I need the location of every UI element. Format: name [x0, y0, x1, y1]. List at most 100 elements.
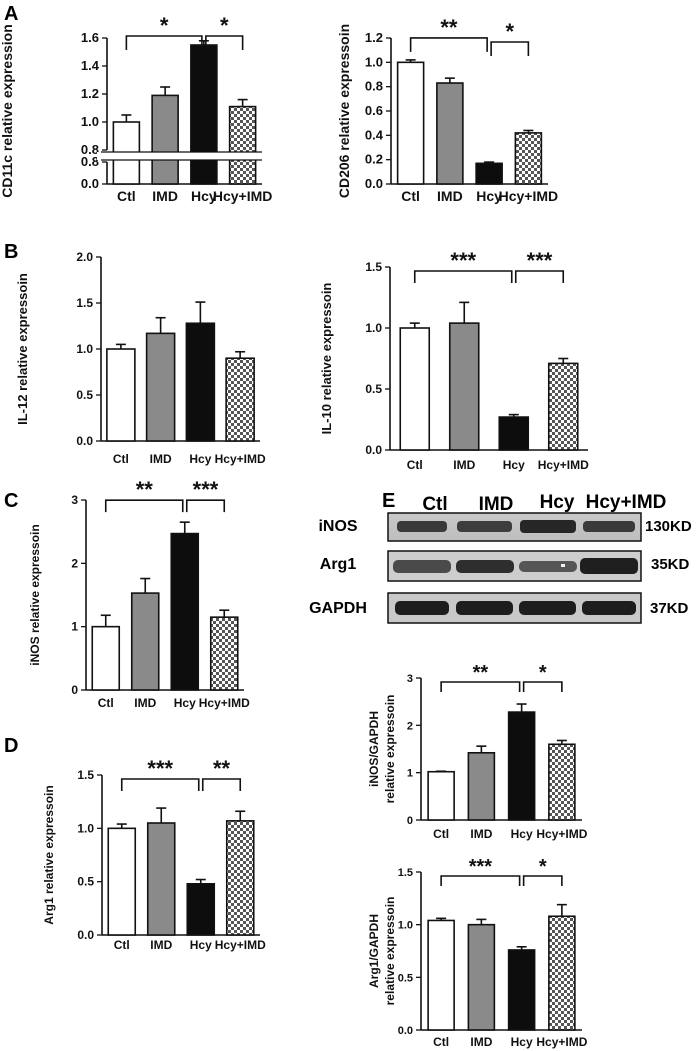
bar — [228, 105, 257, 185]
x-tick-label: Hcy+IMD — [199, 696, 250, 710]
significance-label: * — [220, 13, 229, 38]
chart-cd206: 0.0 0.2 0.4 0.6 0.8 1.0 1.2 CD206 relative expr… — [336, 15, 558, 204]
significance-bracket — [490, 41, 530, 56]
y-tick-label: 0 — [407, 815, 413, 827]
significance-label: * — [160, 13, 169, 38]
y-tick-label: 0.5 — [76, 388, 93, 402]
blot-size-label: 130KD — [645, 518, 692, 535]
significance-label: *** — [147, 756, 173, 781]
significance-label: ** — [440, 15, 458, 40]
x-tick-label: Hcy — [476, 188, 502, 204]
axis-break — [97, 152, 264, 160]
x-tick-label: Ctl — [433, 1035, 449, 1049]
significance-label: ** — [136, 477, 154, 502]
bar — [507, 711, 536, 821]
y-tick-label: 0.0 — [365, 443, 382, 457]
x-tick-label: Hcy — [174, 696, 196, 710]
significance-bracket — [104, 499, 184, 513]
y-tick-label: 1.2 — [365, 30, 383, 45]
blot-band — [520, 520, 576, 533]
x-tick-label: Ctl — [407, 458, 423, 472]
blot-band — [580, 558, 638, 574]
significance-bracket — [205, 35, 244, 50]
blot-lane-label: Ctl — [422, 494, 447, 515]
significance-label: *** — [469, 856, 493, 878]
significance-bracket — [125, 35, 203, 50]
y-tick-label: 2.0 — [76, 250, 93, 264]
y-tick-label: 0.8 — [81, 142, 99, 157]
bar — [91, 625, 121, 691]
y-tick-label: 1.0 — [77, 821, 94, 835]
blot-band — [395, 601, 449, 615]
y-tick-label: 0.4 — [365, 127, 384, 142]
x-tick-label: Hcy — [511, 827, 533, 841]
significance-bracket — [522, 681, 563, 692]
panel-letter-e: E — [382, 490, 395, 512]
significance-bracket — [440, 875, 521, 886]
y-tick-label: 1.0 — [81, 114, 99, 129]
x-tick-label: Hcy — [190, 938, 212, 952]
blot-size-label: 35KD — [651, 556, 690, 573]
bar — [448, 322, 480, 451]
x-tick-label: Ctl — [401, 188, 420, 204]
bar — [170, 532, 200, 691]
bar — [399, 327, 431, 451]
x-tick-label: Hcy — [503, 458, 525, 472]
chart-cd11c: 0.8 1.0 1.2 1.4 1.6 0.0 0.8 CD11c relative expr… — [0, 13, 272, 204]
y-tick-label: 1 — [407, 768, 413, 780]
y-tick-label: 1.0 — [398, 920, 413, 932]
bar — [190, 44, 218, 185]
x-tick-label: IMD — [437, 188, 463, 204]
bar — [151, 94, 179, 185]
blot-band — [582, 601, 636, 615]
blot-band — [456, 560, 514, 573]
y-axis-label: IL-12 relative expressoin — [15, 273, 30, 425]
y-axis-label: Arg1/GAPDH — [367, 914, 381, 988]
x-tick-label: Hcy+IMD — [499, 188, 559, 204]
chart-il10: 0.0 0.5 1.0 1.5 IL-10 relative expressoin Ctl… — [319, 248, 589, 472]
y-tick-label: 1.0 — [365, 321, 382, 335]
y-tick-label: 1.5 — [77, 768, 94, 782]
bar — [225, 357, 255, 442]
y-tick-label: 1.0 — [76, 342, 93, 356]
y-tick-label: 0 — [71, 683, 78, 697]
y-tick-label: 3 — [407, 673, 413, 685]
y-tick-label: 0.8 — [365, 79, 383, 94]
bar — [427, 919, 455, 1031]
x-tick-label: Ctl — [117, 188, 136, 204]
panel-letter-a: A — [4, 3, 18, 25]
significance-bracket — [409, 37, 488, 52]
y-tick-label: 1.5 — [398, 867, 413, 879]
blot-lane-label: Hcy+IMD — [586, 492, 667, 513]
y-axis-label: IL-10 relative expressoin — [319, 283, 334, 435]
x-tick-label: Hcy+IMD — [536, 827, 587, 841]
y-axis-label: iNOS/GAPDH — [367, 711, 381, 787]
significance-label: * — [539, 662, 547, 684]
blot-lane-label: IMD — [479, 494, 514, 515]
y-axis-label: relative expressoin — [383, 897, 397, 1006]
blot-band — [397, 521, 447, 532]
bar — [145, 332, 176, 442]
y-tick-label: 1.5 — [365, 260, 382, 274]
chart-inos-gapdh: 0 1 2 3 iNOS/GAPDH relative expressoin Ctl IMD H… — [367, 662, 588, 841]
significance-bracket — [413, 270, 513, 283]
blot-strip-gapdh — [387, 592, 642, 624]
x-tick-label: Ctl — [433, 827, 449, 841]
y-axis-label: CD11c relative expression — [0, 24, 15, 198]
blot-protein-label: GAPDH — [309, 600, 367, 617]
bar — [427, 770, 455, 821]
significance-label: ** — [473, 662, 489, 684]
y-tick-label: 0.0 — [81, 176, 99, 191]
bar — [130, 592, 160, 691]
y-tick-label: 0.0 — [77, 928, 94, 942]
blot-strip-arg1 — [387, 550, 642, 582]
blot-band — [583, 521, 635, 532]
bar — [467, 923, 496, 1031]
panel-letter-c: C — [4, 490, 18, 512]
x-tick-label: IMD — [470, 1035, 492, 1049]
bar — [475, 162, 503, 185]
y-tick-label: 1.4 — [81, 58, 100, 73]
x-tick-label: IMD — [470, 827, 492, 841]
y-axis-label: CD206 relative expressoin — [336, 24, 352, 198]
